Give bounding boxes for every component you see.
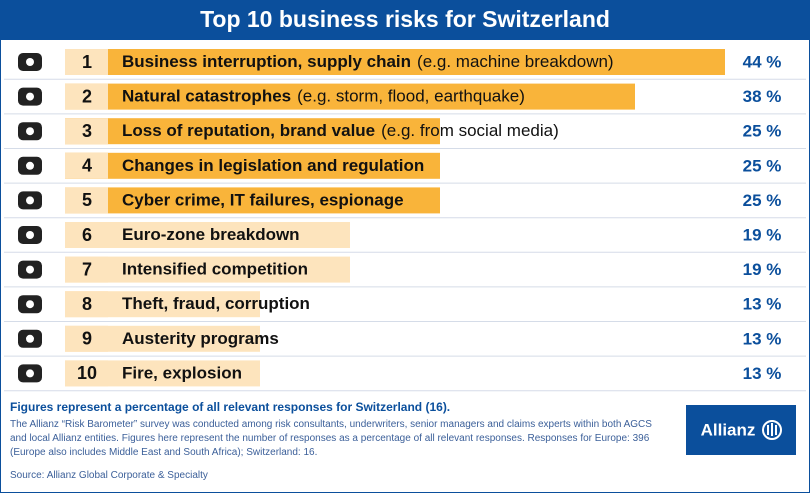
source: Source: Allianz Global Corporate & Speci… [10,470,208,481]
rank: 2 [82,86,92,106]
row-icon-detail [26,300,34,309]
value-label: 25 % [743,191,782,210]
rank-cell [65,222,108,248]
risk-label: Cyber crime, IT failures, espionage [122,191,404,210]
risk-label: Loss of reputation, brand value (e.g. fro… [122,122,559,141]
risk-name: Austerity programs [122,329,279,348]
value-label: 19 % [743,225,782,244]
risk-name: Changes in legislation and regulation [122,156,424,175]
risk-label: Fire, explosion [122,364,242,383]
logo-emblem-bars [767,423,777,436]
value-label: 44 % [743,52,782,71]
rank: 1 [82,52,92,72]
bar [65,187,440,214]
rank-cell [65,152,108,179]
row-icon-detail [26,265,34,274]
logo-text: Allianz [701,420,756,439]
logo-box [686,405,796,455]
value-label: 25 % [743,156,782,175]
rank: 6 [82,225,92,245]
title-banner [0,0,810,40]
chart-title: Top 10 business risks for Switzerland [200,6,610,32]
row-icon-detail [26,161,34,170]
footnote: Figures represent a percentage of all re… [10,400,450,414]
rank-cell [65,49,108,75]
value-label: 25 % [743,122,782,141]
value-label: 13 % [743,295,782,314]
logo-emblem [762,420,782,440]
value-label: 38 % [743,87,782,106]
row-icon-detail [26,369,34,378]
risk-label: Changes in legislation and regulation [122,156,424,175]
risk-label: Natural catastrophes (e.g. storm, flood, … [122,87,525,106]
rank: 4 [82,156,92,176]
rank: 8 [82,294,92,314]
rank: 5 [82,190,92,210]
rank-cell [65,187,108,214]
bar [65,152,440,179]
bar [65,118,440,145]
value-label: 13 % [743,364,782,383]
row-icon-detail [26,231,34,239]
row-icon-detail [26,92,34,101]
bar [65,83,635,110]
rank-cell [65,291,108,318]
risk-name: Fire, explosion [122,364,242,383]
note-line: and local Allianz entities. Figures here… [10,433,650,444]
bar [65,256,350,283]
rank-cell [65,118,108,145]
rank: 9 [82,329,92,349]
risk-name: Euro-zone breakdown [122,225,300,244]
rank: 10 [77,363,97,383]
note-line: (Europe also includes Middle East and So… [10,447,317,458]
note-line: The Allianz “Risk Barometer” survey was … [10,419,652,430]
rank-cell [65,325,108,352]
rank-cell [65,83,108,110]
row-icon-detail [26,334,34,343]
risk-detail: (e.g. machine breakdown) [417,52,614,71]
risk-label: Intensified competition [122,260,308,279]
risk-name: Cyber crime, IT failures, espionage [122,191,404,210]
rank-cell [65,256,108,283]
risk-detail: (e.g. from social media) [381,122,559,141]
risk-name: Intensified competition [122,260,308,279]
value-label: 19 % [743,260,782,279]
risk-label: Business interruption, supply chain (e.g.… [122,52,614,71]
risk-label: Theft, fraud, corruption [122,295,310,314]
bar [65,49,725,75]
risk-name: Loss of reputation, brand value [122,122,375,141]
row-icon-detail [26,58,34,66]
risk-name: Theft, fraud, corruption [122,295,310,314]
bar [65,222,350,248]
row-icon-detail [26,127,34,136]
rank: 7 [82,259,92,279]
risk-detail: (e.g. storm, flood, earthquake) [297,87,525,106]
row-icon-detail [26,196,34,205]
rank-cell [65,360,108,387]
rank: 3 [82,121,92,141]
risk-name: Natural catastrophes [122,87,291,106]
value-label: 13 % [743,329,782,348]
risk-label: Austerity programs [122,329,279,348]
risk-label: Euro-zone breakdown [122,225,300,244]
risk-name: Business interruption, supply chain [122,52,411,71]
